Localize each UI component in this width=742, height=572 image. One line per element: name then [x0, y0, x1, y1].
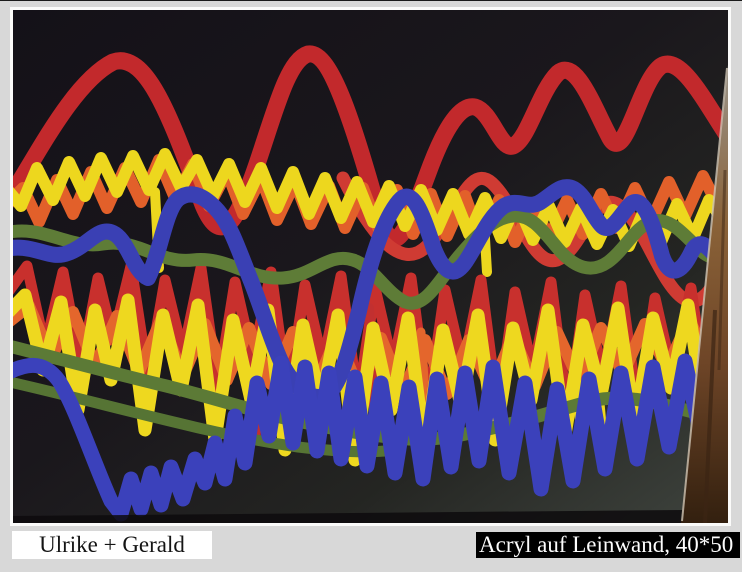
floor-streak-2 — [717, 169, 727, 371]
floor-streak — [703, 309, 717, 523]
screenshot-top-border — [0, 0, 742, 1]
medium-caption: Acryl auf Leinwand, 40*50 — [476, 532, 740, 558]
artist-caption: Ulrike + Gerald — [12, 531, 212, 559]
wave-red-upper-right — [336, 171, 728, 308]
drip-orange-1 — [416, 327, 431, 417]
canvas-edge-highlight — [681, 67, 728, 522]
wave-blue-upper — [13, 179, 728, 405]
painting-photo — [10, 7, 731, 526]
canvas-bottom-shadow — [13, 510, 683, 523]
wave-red-top — [13, 45, 728, 248]
painting-canvas — [13, 10, 728, 523]
wave-blue-bottom — [13, 348, 728, 522]
wave-green-upper — [13, 209, 728, 310]
